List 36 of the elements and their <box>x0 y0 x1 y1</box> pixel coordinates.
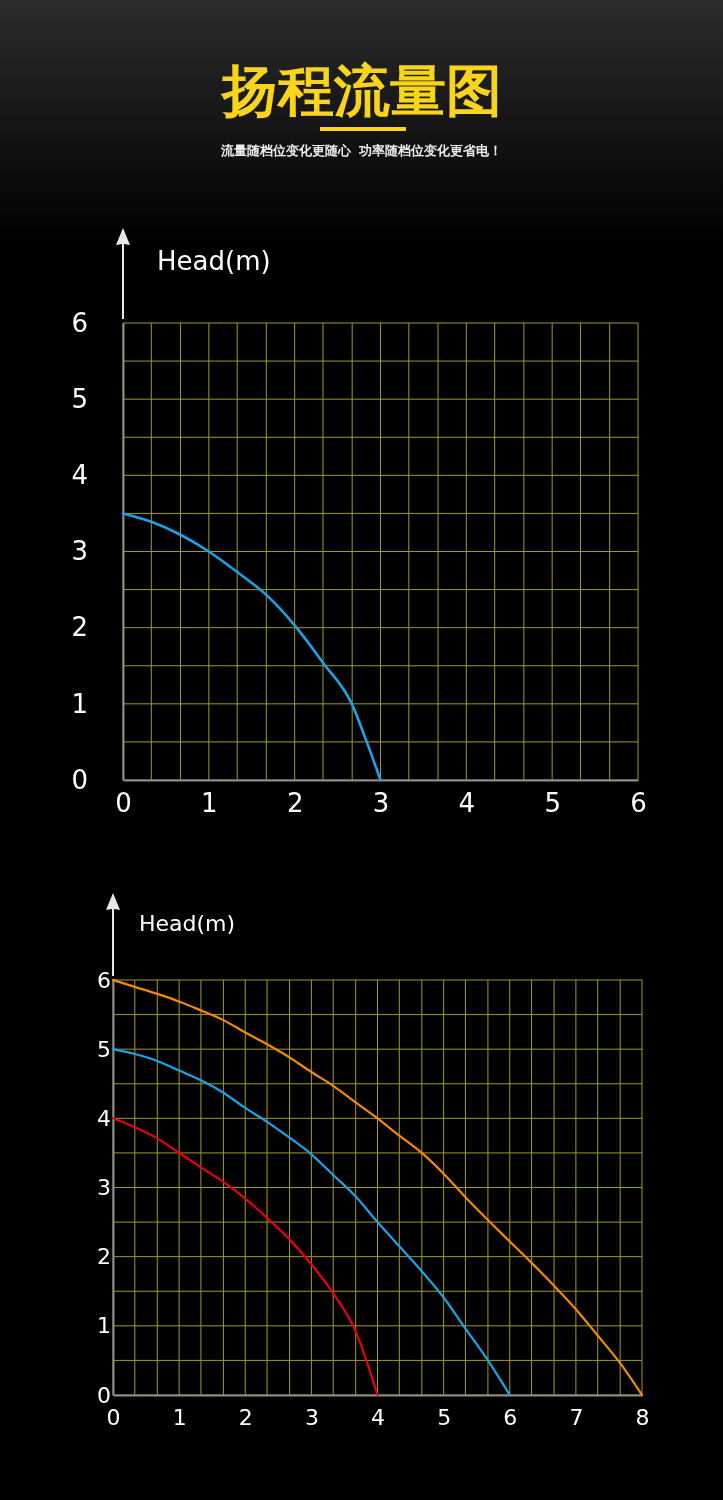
y-tick-label: 0 <box>97 1382 111 1408</box>
x-tick-label: 7 <box>569 1404 584 1430</box>
y-tick-label: 2 <box>97 1244 111 1270</box>
y-tick-label: 3 <box>71 536 88 567</box>
chart-subtitle: 流量随档位变化更随心 功率随档位变化更省电！ <box>219 143 503 158</box>
x-tick-label: 5 <box>437 1404 452 1430</box>
line-series <box>111 978 644 1397</box>
y-axis-title: Head(m) <box>139 911 236 936</box>
x-tick-label: 3 <box>304 1404 319 1430</box>
y-tick-label: 4 <box>71 460 88 491</box>
x-tick-label: 2 <box>238 1404 253 1430</box>
y-tick-label: 2 <box>71 612 88 643</box>
x-tick-label: 3 <box>372 788 390 819</box>
x-tick-label: 4 <box>371 1404 385 1430</box>
chart-title: 扬程流量图 <box>219 58 502 123</box>
y-tick-label: 6 <box>97 967 111 993</box>
x-tick-label: 4 <box>458 788 476 819</box>
line-series <box>121 512 382 782</box>
y-tick-label: 5 <box>71 383 88 414</box>
y-tick-label: 6 <box>71 307 88 338</box>
x-tick-label: 5 <box>544 788 561 819</box>
line-series <box>111 1048 511 1397</box>
x-tick-label: 6 <box>630 788 647 819</box>
x-tick-label: 6 <box>503 1404 518 1430</box>
y-axis-title: Head(m) <box>157 246 271 276</box>
x-tick-label: 2 <box>286 788 304 819</box>
x-tick-label: 8 <box>635 1404 650 1430</box>
y-tick-label: 1 <box>71 688 88 719</box>
x-tick-label: 1 <box>201 788 218 819</box>
y-tick-label: 3 <box>97 1175 111 1201</box>
y-tick-label: 0 <box>71 764 88 795</box>
x-tick-label: 1 <box>172 1404 187 1430</box>
line-series <box>111 1117 379 1397</box>
y-tick-label: 4 <box>97 1105 111 1131</box>
y-tick-label: 5 <box>97 1036 111 1062</box>
y-tick-label: 1 <box>97 1313 111 1339</box>
